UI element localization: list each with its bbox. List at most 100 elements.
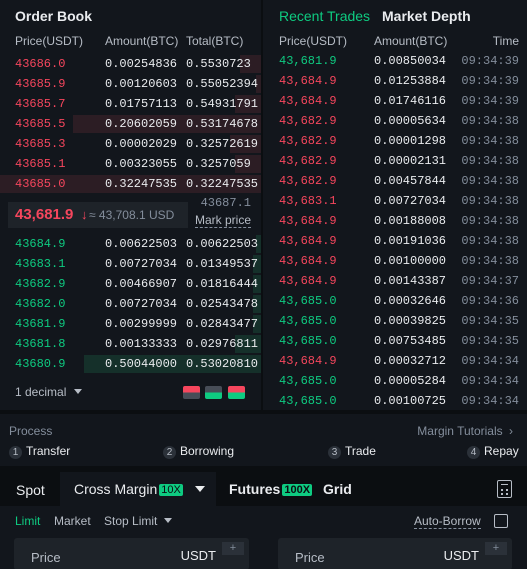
- trade-row: 43,684.9 0.01253884 09:34:39: [263, 71, 527, 91]
- order-amount: 0.50044000: [105, 357, 178, 371]
- depth-bar: [0, 175, 261, 193]
- order-amount: 0.00120603: [105, 77, 178, 91]
- trade-amount: 0.00727034: [374, 194, 447, 208]
- chevron-right-icon: ›: [509, 424, 513, 438]
- view-buy-button[interactable]: [205, 386, 222, 399]
- buy-price-increment-button[interactable]: +: [222, 542, 244, 555]
- sell-price-increment-button[interactable]: +: [485, 542, 507, 555]
- tab-market-depth[interactable]: Market Depth: [382, 8, 471, 24]
- depth-bar: [235, 95, 261, 113]
- trade-price: 43,682.9: [279, 114, 337, 128]
- trade-row: 43,684.9 0.00188008 09:34:38: [263, 211, 527, 231]
- trade-row: 43,685.0 0.00039825 09:34:35: [263, 311, 527, 331]
- step-label: Transfer: [26, 444, 71, 458]
- order-price: 43685.5: [15, 117, 66, 131]
- order-total: 0.32572619: [186, 137, 259, 151]
- ask-row[interactable]: 43685.1 0.00323055 0.3257059: [0, 154, 261, 174]
- ask-row[interactable]: 43685.0 0.32247535 0.32247535: [0, 174, 261, 194]
- bid-row[interactable]: 43681.9 0.00299999 0.02843477: [0, 314, 261, 334]
- view-both-button[interactable]: [183, 386, 200, 399]
- process-step-repay[interactable]: 4 Repay: [467, 444, 519, 459]
- order-amount: 0.01757113: [105, 97, 178, 111]
- trade-row: 43,684.9 0.01746116 09:34:39: [263, 91, 527, 111]
- trade-price: 43,685.0: [279, 314, 337, 328]
- order-type-limit[interactable]: Limit: [15, 514, 41, 528]
- order-price: 43682.9: [15, 277, 66, 291]
- trade-price: 43,681.9: [279, 54, 337, 68]
- trade-time: 09:34:34: [461, 354, 519, 368]
- order-price: 43684.9: [15, 237, 66, 251]
- trade-row: 43,685.0 0.00032646 09:34:36: [263, 291, 527, 311]
- order-price: 43681.8: [15, 337, 66, 351]
- trade-price: 43,684.9: [279, 354, 337, 368]
- bid-row[interactable]: 43682.9 0.00466907 0.01816444: [0, 274, 261, 294]
- trade-time: 09:34:38: [461, 234, 519, 248]
- tab-grid[interactable]: Grid: [323, 481, 352, 497]
- ask-row[interactable]: 43685.7 0.01757113 0.54931791: [0, 94, 261, 114]
- sell-price-label: Price: [295, 550, 325, 565]
- trade-row: 43,684.9 0.00032712 09:34:34: [263, 351, 527, 371]
- order-total: 0.02976811: [186, 337, 259, 351]
- margin-tutorials-link[interactable]: Margin Tutorials ›: [417, 424, 513, 438]
- step-number: 3: [328, 446, 341, 459]
- futures-label: Futures: [229, 481, 281, 497]
- last-price-row[interactable]: 43,681.9 ↓ ≈ 43,708.1 USD: [8, 202, 188, 228]
- order-total: 0.01816444: [186, 277, 259, 291]
- process-step-borrowing[interactable]: 2 Borrowing: [163, 444, 234, 459]
- order-total: 0.01349537: [186, 257, 259, 271]
- trade-price: 43,685.0: [279, 334, 337, 348]
- tab-spot[interactable]: Spot: [16, 482, 45, 498]
- buy-price-label: Price: [31, 550, 61, 565]
- buy-price-input[interactable]: Price USDT +: [14, 538, 249, 569]
- order-price: 43686.0: [15, 57, 66, 71]
- trade-amount: 0.00039825: [374, 314, 447, 328]
- trade-price: 43,685.0: [279, 394, 337, 408]
- order-price: 43685.0: [15, 177, 66, 191]
- mark-price-label[interactable]: Mark price: [194, 213, 251, 228]
- trade-time: 09:34:38: [461, 194, 519, 208]
- step-number: 4: [467, 446, 480, 459]
- bid-row[interactable]: 43682.0 0.00727034 0.02543478: [0, 294, 261, 314]
- trade-time: 09:34:39: [461, 54, 519, 68]
- order-amount: 0.00622503: [105, 237, 178, 251]
- order-amount: 0.32247535: [105, 177, 178, 191]
- bid-row[interactable]: 43683.1 0.00727034 0.01349537: [0, 254, 261, 274]
- trade-row: 43,685.0 0.00753485 09:34:35: [263, 331, 527, 351]
- order-book-title: Order Book: [15, 8, 93, 24]
- trade-time: 09:34:35: [461, 314, 519, 328]
- ask-row[interactable]: 43685.5 0.20602059 0.53174678: [0, 114, 261, 134]
- trade-time: 09:34:37: [461, 274, 519, 288]
- decimal-selector[interactable]: 1 decimal: [15, 385, 82, 399]
- order-total: 0.02843477: [186, 317, 259, 331]
- trade-amount: 0.00753485: [374, 334, 447, 348]
- sell-price-input[interactable]: Price USDT +: [278, 538, 512, 569]
- futures-leverage-badge: 100X: [282, 484, 313, 496]
- trade-amount: 0.01253884: [374, 74, 447, 88]
- order-type-stop-limit[interactable]: Stop Limit: [104, 514, 172, 528]
- bid-row[interactable]: 43680.9 0.50044000 0.53020810: [0, 354, 261, 374]
- tab-futures[interactable]: Futures 100X: [229, 481, 313, 497]
- calculator-icon[interactable]: [497, 480, 512, 498]
- process-step-transfer[interactable]: 1 Transfer: [9, 444, 70, 459]
- tab-recent-trades[interactable]: Recent Trades: [279, 8, 371, 24]
- order-type-market[interactable]: Market: [54, 514, 91, 528]
- process-step-trade[interactable]: 3 Trade: [328, 444, 376, 459]
- ask-row[interactable]: 43686.0 0.00254836 0.5530723: [0, 54, 261, 74]
- auto-borrow-checkbox[interactable]: [494, 514, 508, 528]
- ask-row[interactable]: 43685.3 0.00002029 0.32572619: [0, 134, 261, 154]
- bid-row[interactable]: 43684.9 0.00622503 0.00622503: [0, 234, 261, 254]
- trade-amount: 0.00457844: [374, 174, 447, 188]
- order-amount: 0.00323055: [105, 157, 178, 171]
- last-price: 43,681.9: [15, 206, 74, 223]
- bid-row[interactable]: 43681.8 0.00133333 0.02976811: [0, 334, 261, 354]
- order-total: 0.3257059: [186, 157, 251, 171]
- view-sell-button[interactable]: [228, 386, 245, 399]
- trade-form-panel: Spot Cross Margin 10X Futures 100X Grid Li…: [0, 472, 527, 569]
- depth-bar: [253, 315, 261, 333]
- trade-amount: 0.00143387: [374, 274, 447, 288]
- ask-row[interactable]: 43685.9 0.00120603 0.55052394: [0, 74, 261, 94]
- step-label: Borrowing: [180, 444, 235, 458]
- order-book-panel: Order Book Price(USDT) Amount(BTC) Total…: [0, 0, 261, 410]
- trade-amount: 0.00100725: [374, 394, 447, 408]
- tab-cross-margin[interactable]: Cross Margin 10X: [74, 481, 205, 497]
